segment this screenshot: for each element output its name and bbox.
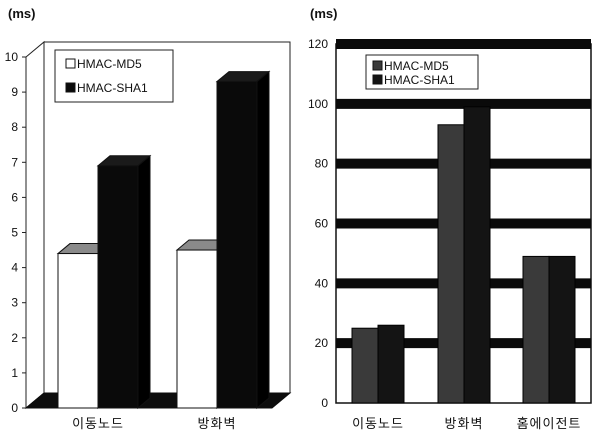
- bar-hmac-sha1-0: [377, 324, 405, 404]
- bar-hmac-md5-0: [57, 253, 99, 409]
- bar-hmac-sha1-0: [97, 165, 139, 409]
- legend-box: [365, 54, 479, 90]
- bar-hmac-md5-1: [437, 124, 465, 404]
- y-tick-label: 60: [315, 217, 329, 231]
- y-tick-label: 120: [308, 37, 328, 51]
- bar-hmac-sha1-2: [548, 255, 576, 404]
- y-tick-label: 7: [11, 155, 18, 169]
- legend-label-md5: HMAC-MD5: [77, 57, 142, 71]
- bar-hmac-sha1-1: [463, 106, 491, 404]
- y-tick-label: 40: [315, 276, 329, 290]
- y-tick-label: 10: [5, 50, 19, 64]
- legend-label-md5: HMAC-MD5: [384, 59, 449, 73]
- unit-label: (ms): [310, 6, 337, 21]
- bar-hmac-md5-0: [351, 327, 379, 404]
- y-tick-label: 0: [11, 401, 18, 415]
- legend-swatch-md5: [372, 60, 383, 71]
- y-tick-label: 80: [315, 157, 329, 171]
- x-category-label: 이동노드: [72, 417, 124, 432]
- y-tick-label: 2: [11, 331, 18, 345]
- bar-hmac-md5-1: [176, 249, 218, 409]
- unit-label: (ms): [8, 6, 35, 21]
- y-tick-label: 0: [321, 396, 328, 410]
- bar-hmac-md5-2: [522, 255, 550, 404]
- legend-swatch-sha1: [372, 74, 383, 85]
- y-tick-label: 4: [11, 261, 18, 275]
- legend-swatch-sha1: [65, 82, 76, 93]
- y-tick-label: 3: [11, 296, 18, 310]
- legend-label-sha1: HMAC-SHA1: [384, 73, 455, 87]
- left-chart: (ms) 0 1 2 3 4 5 6 7 8 9 10 이동노드 방화벽 HMAC-MD5 HMAC-SHA1: [5, 6, 292, 432]
- legend-label-sha1: HMAC-SHA1: [77, 81, 148, 95]
- y-tick-label: 6: [11, 190, 18, 204]
- x-category-label: 방화벽: [198, 417, 237, 432]
- bar-side-1-1: [256, 70, 270, 410]
- side-wall: [25, 40, 45, 410]
- x-category-label: 홈에이전트: [517, 417, 582, 432]
- y-tick-label: 100: [308, 97, 328, 111]
- y-tick-label: 20: [315, 336, 329, 350]
- y-tick-label: 1: [11, 366, 18, 380]
- bar-side-1-0: [137, 154, 151, 410]
- right-chart: (ms) 0 20 40 60 80 100 120 이동노드 방화벽 홈에이전트 HMAC-MD5H…: [308, 6, 592, 432]
- bar-hmac-sha1-1: [216, 81, 258, 409]
- y-tick-label: 8: [11, 120, 18, 134]
- legend-swatch-md5: [65, 58, 76, 69]
- y-tick-label: 5: [11, 226, 18, 240]
- x-category-label: 이동노드: [352, 417, 404, 432]
- legend: HMAC-MD5 HMAC-SHA1: [54, 49, 174, 103]
- y-tick-label: 9: [11, 85, 18, 99]
- x-category-label: 방화벽: [445, 417, 484, 432]
